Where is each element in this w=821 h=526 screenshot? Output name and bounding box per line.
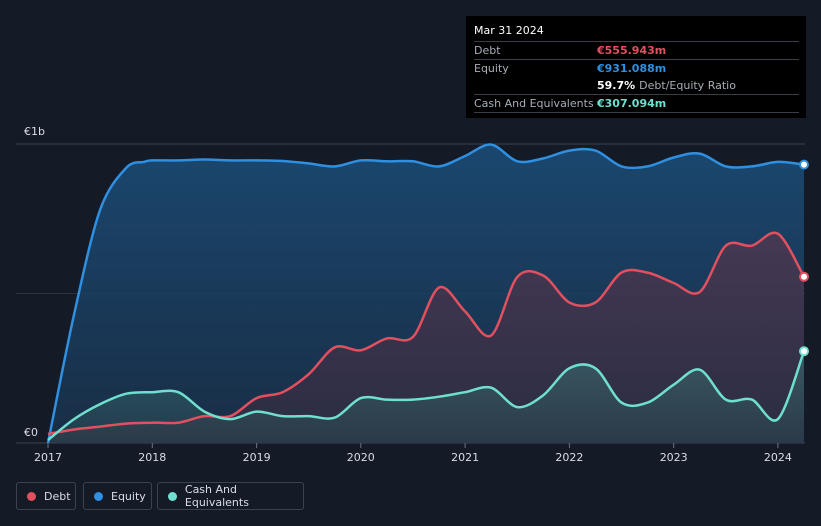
tooltip-row-debt: Debt €555.943m: [474, 42, 799, 60]
debt-end-marker[interactable]: [799, 271, 809, 282]
cash-end-marker[interactable]: [799, 346, 809, 357]
x-tick-label: 2023: [660, 451, 688, 464]
x-tick-label: 2020: [347, 451, 375, 464]
debt-area: [48, 232, 804, 443]
equity-series-line[interactable]: [46, 143, 805, 444]
area-fills: [48, 144, 804, 443]
debt-legend-dot-icon: [27, 491, 36, 501]
legend-equity-label: Equity: [111, 489, 146, 503]
end-markers: [799, 159, 809, 357]
tooltip-equity-label: Equity: [474, 62, 509, 75]
equity-end-marker[interactable]: [799, 159, 809, 170]
x-tick-label: 2021: [451, 451, 479, 464]
tooltip-ratio-value: 59.7%: [597, 79, 636, 92]
debt-series-line[interactable]: [47, 231, 806, 436]
tooltip-row-ratio: 59.7% Debt/Equity Ratio: [474, 77, 799, 95]
tooltip-cash-value: €307.094m: [597, 97, 667, 110]
x-tick-label: 2017: [34, 451, 62, 464]
tooltip-debt-value: €555.943m: [597, 44, 667, 57]
tooltip-debt-label: Debt: [474, 44, 501, 57]
cash-area: [48, 351, 804, 443]
tooltip-row-cash: Cash And Equivalents €307.094m: [474, 95, 799, 113]
x-tick-label: 2024: [764, 451, 792, 464]
tooltip-ratio-label: Debt/Equity Ratio: [639, 79, 736, 92]
tooltip-row-equity: Equity €931.088m: [474, 60, 799, 77]
legend-item-cash[interactable]: Cash And Equivalents: [157, 482, 304, 510]
cash-legend-dot-icon: [168, 491, 177, 501]
cash-series-line[interactable]: [47, 350, 806, 441]
x-tick-label: 2018: [138, 451, 166, 464]
legend-cash-label: Cash And Equivalents: [184, 483, 249, 509]
legend-item-debt[interactable]: Debt: [16, 482, 76, 510]
x-axis: 2017 2018 2019 2020 2021 2022 2023 2024: [34, 443, 792, 464]
tooltip-cash-label: Cash And Equivalents: [474, 97, 594, 110]
x-tick-label: 2022: [555, 451, 583, 464]
legend-item-equity[interactable]: Equity: [83, 482, 152, 510]
equity-legend-dot-icon: [94, 491, 103, 501]
legend-debt-label: Debt: [44, 489, 71, 503]
tooltip-panel: Mar 31 2024 Debt €555.943m Equity €931.0…: [466, 16, 806, 118]
tooltip-date: Mar 31 2024: [474, 23, 799, 42]
tooltip-equity-value: €931.088m: [597, 62, 667, 75]
series-lines: [46, 143, 806, 444]
y-tick-label-top: €1b: [24, 125, 45, 138]
x-tick-label: 2019: [243, 451, 271, 464]
y-tick-label-zero: €0: [24, 426, 38, 439]
